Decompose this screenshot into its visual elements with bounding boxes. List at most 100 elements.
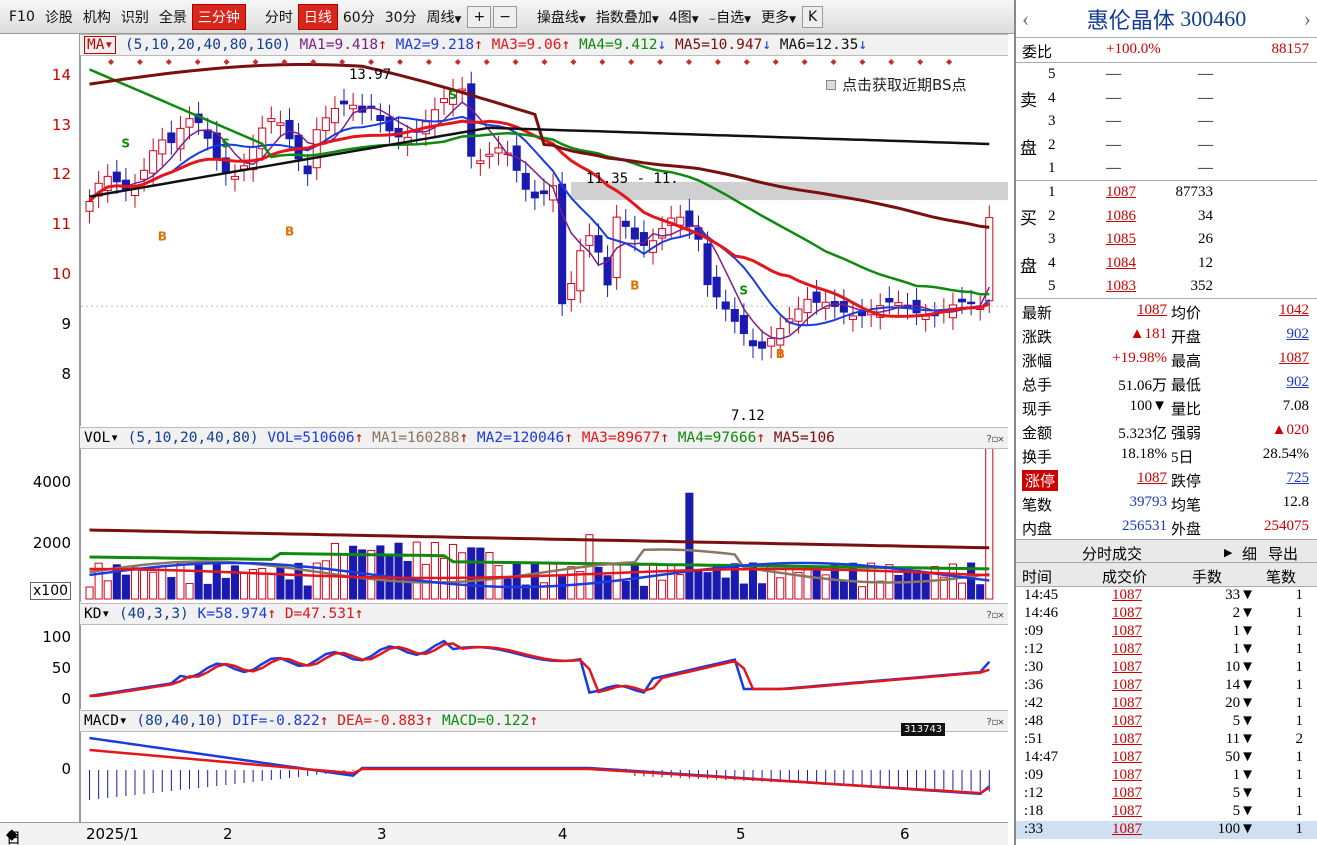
tb-identify[interactable]: 识别 [120,9,149,26]
quote-value: 5.323亿 [1118,426,1167,442]
candle [339,100,349,105]
diamond-marker [743,59,750,65]
quote-label: 金额 [1022,426,1053,442]
tick-qty: 1▼ [1232,623,1255,639]
volume-chart-svg[interactable] [81,445,1008,602]
tool-index-overlay[interactable]: 指数叠加▼ [591,5,664,29]
diamond-marker [830,59,837,65]
macd-indicator-bar[interactable]: MACD▾ (80,40,10) DIF=-0.822↑ DEA=-0.883↑… [80,710,1008,732]
tick-row[interactable]: 14:47 1087 50▼ 1 [1016,749,1317,767]
ma-indicator-bar[interactable]: MA▾ (5,10,20,40,80,160) MA1=9.418↑ MA2=9… [80,34,1008,56]
ma2-line [88,115,990,327]
tick-qty: 20▼ [1225,695,1255,711]
volume-bar [876,580,885,600]
volume-bar [539,582,549,600]
bs-points-link[interactable]: 点击获取近期BS点 [826,74,967,95]
kd-indicator-bar[interactable]: KD▾ (40,3,3) K=58.974↑ D=47.531↑ ?◻✕ [80,603,1008,625]
period-60min[interactable]: 60分 [342,9,375,26]
buy-level-price: 1086 [1106,207,1136,224]
tick-row[interactable]: :12 1087 5▼ 1 [1016,785,1317,803]
candle [521,172,530,190]
tick-time: :30 [1024,659,1044,675]
vol-selector[interactable]: VOL▾ [84,430,119,446]
quote-value: 18.18% [1120,446,1167,462]
sell-level-num: 2 [1048,136,1056,153]
diamond-marker [772,59,779,65]
period-weekly-label: 周线 [426,9,455,26]
kd-selector[interactable]: KD▾ [84,606,111,622]
vol-indicator-bar[interactable]: VOL▾ (5,10,20,40,80) VOL=510606↑ MA1=160… [80,427,1008,449]
volume-bar [258,567,267,600]
tick-row[interactable]: :48 1087 5▼ 1 [1016,713,1317,731]
tick-row[interactable]: :36 1087 14▼ 1 [1016,677,1317,695]
panel-controls-icon[interactable]: ?◻✕ [985,610,1004,621]
panel-controls-icon[interactable]: ?◻✕ [985,717,1004,728]
tool-four-charts[interactable]: 4图▼ [664,5,704,29]
tick-qty: 10▼ [1225,659,1255,675]
zoom-out-button[interactable]: − [493,5,517,28]
tick-row[interactable]: :51 1087 11▼ 2 [1016,731,1317,749]
volume-bar [194,562,203,600]
ticks-list[interactable]: 14:45 1087 33▼ 1 14:46 1087 2▼ 1:09 1087 1▼ 1:12 10… [1016,587,1317,839]
ma6-value: MA6=12.35 [779,37,859,53]
tick-row[interactable]: :33 1087 100▼ 1 [1016,821,1317,839]
ticks-detail-button[interactable]: 细 [1242,547,1258,563]
volume-chart[interactable] [80,445,1008,602]
tick-row[interactable]: :42 1087 20▼ 1 [1016,695,1317,713]
chevron-right-icon[interactable]: › [1303,5,1311,31]
zoom-in-button[interactable]: + [467,5,492,28]
chevron-down-icon: ▼ [789,14,796,25]
period-30min[interactable]: 30分 [384,9,417,26]
vol-ma3-line [89,567,990,580]
low-price-label: 7.12 [731,408,765,424]
period-intraday[interactable]: 分时 [264,9,293,26]
volume-bar [121,574,130,600]
candle [476,160,485,165]
ticks-export-button[interactable]: 导出 [1268,547,1299,563]
tb-diagnose[interactable]: 诊股 [44,9,73,26]
kd-chart-svg[interactable] [81,625,1008,709]
tool-watchlist[interactable]: −自选▼ [704,5,756,29]
period-weekly[interactable]: 周线▼ [422,5,467,29]
kd-chart[interactable] [80,625,1008,709]
ma-selector[interactable]: MA▾ [84,36,117,54]
tb-three-minute[interactable]: 三分钟 [191,3,246,30]
collapse-panel-button[interactable]: K [802,5,824,28]
macd-chart-svg[interactable] [81,732,1008,822]
period-daily[interactable]: 日线 [297,3,338,30]
tb-panorama[interactable]: 全景 [158,9,187,26]
panel-controls-icon[interactable]: ?◻✕ [985,434,1004,445]
sell-level-row: 3 — — [1016,110,1317,134]
tool-label: 4图 [668,9,692,26]
candle [621,220,630,227]
volume-bar [494,565,503,600]
price-tick: 12 [51,165,71,183]
diamond-marker [541,59,548,65]
volume-bar [812,567,821,600]
macd-chart[interactable]: 313743 [80,723,1008,822]
tb-f10[interactable]: F10 [9,8,35,25]
tick-row[interactable]: :12 1087 1▼ 1 [1016,641,1317,659]
tick-row[interactable]: 14:46 1087 2▼ 1 [1016,605,1317,623]
chevron-left-icon[interactable]: ‹ [1022,5,1030,31]
tool-operation-line[interactable]: 操盘线▼ [532,5,591,29]
tool-more[interactable]: 更多▼ [756,5,801,29]
kd-d-line [89,642,990,698]
kd-tick: 0 [61,690,71,708]
volume-bar [558,576,567,600]
tick-row[interactable]: :30 1087 10▼ 1 [1016,659,1317,677]
buy-level-row: 3 1085 26 [1016,228,1317,252]
macd-selector[interactable]: MACD▾ [84,713,128,729]
stock-name: 惠伦晶体 [1086,7,1175,33]
tick-row[interactable]: :18 1087 5▼ 1 [1016,803,1317,821]
play-icon[interactable]: ▶ [1224,547,1233,559]
buy-level-price: 1083 [1106,278,1136,294]
tick-row[interactable]: 14:45 1087 33▼ 1 [1016,587,1317,605]
period-switch[interactable]: 日线◆ [6,825,21,845]
price-chart[interactable]: B B B B S S S S 13.97 7.12 11.35 - 11. 点击获取近期BS… [80,56,1008,426]
price-chart-svg[interactable]: B B B B S S S S [81,56,1008,426]
tick-row[interactable]: :09 1087 1▼ 1 [1016,767,1317,785]
volume-bar [985,445,994,600]
tb-institution[interactable]: 机构 [82,9,111,26]
tick-row[interactable]: :09 1087 1▼ 1 [1016,623,1317,641]
